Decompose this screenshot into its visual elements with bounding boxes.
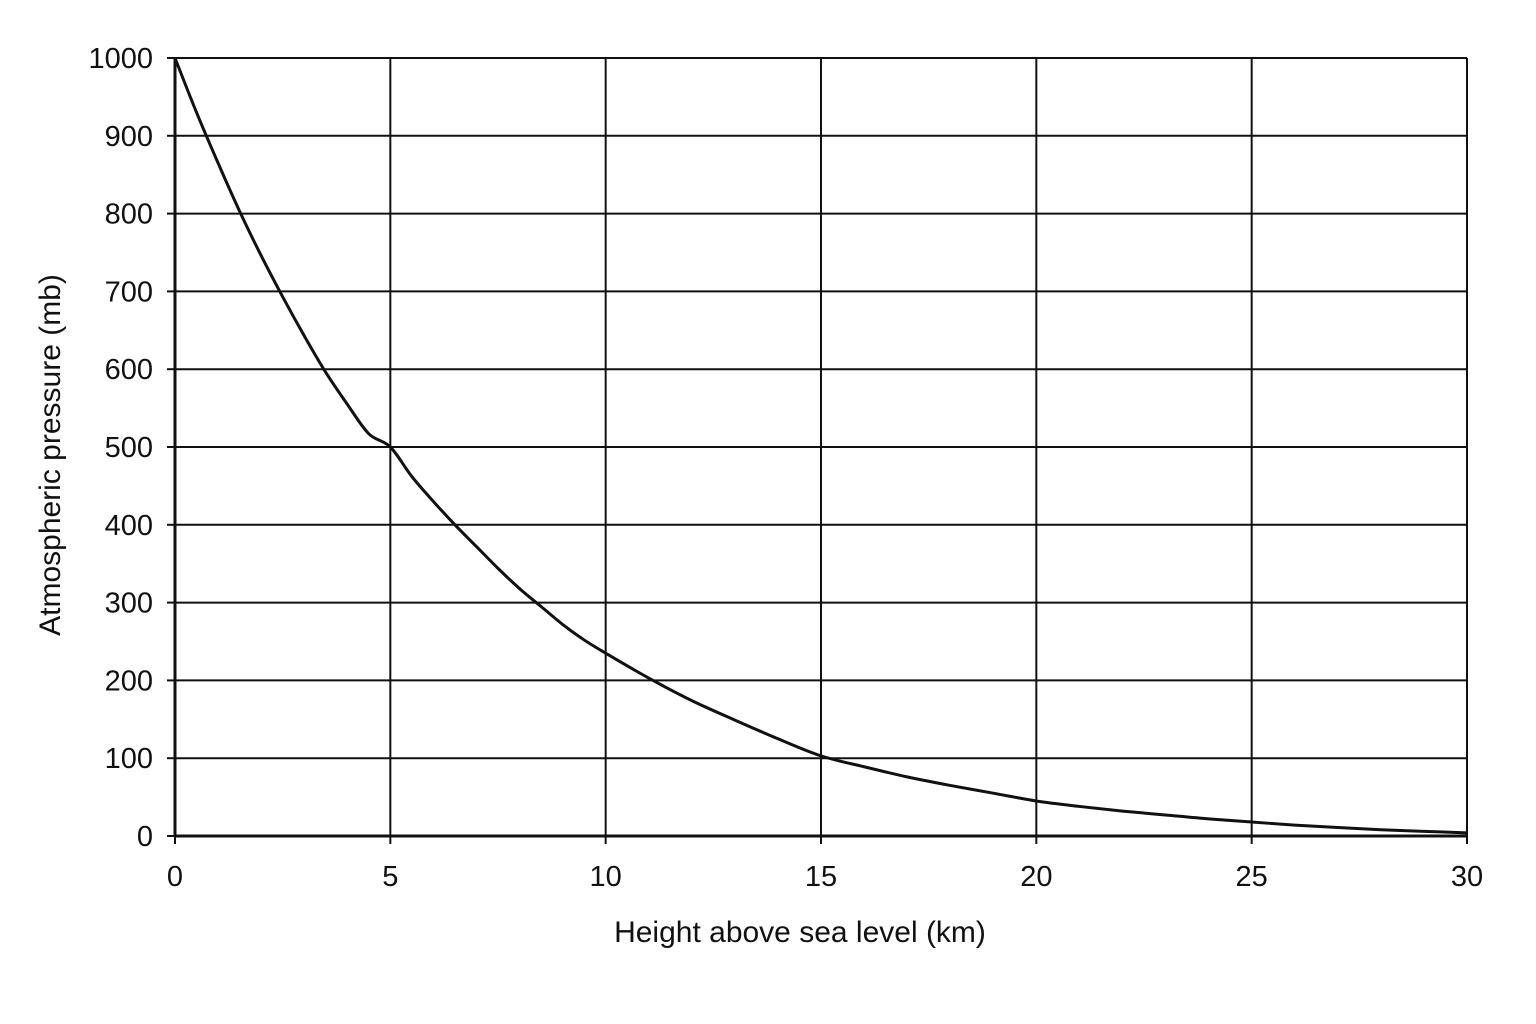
x-tick-label-4: 20 xyxy=(1020,861,1052,893)
y-axis-label: Atmospheric pressure (mb) xyxy=(34,274,67,636)
x-tick-label-2: 10 xyxy=(590,861,622,893)
y-tick-label-3: 300 xyxy=(105,588,153,620)
x-tick-label-1: 5 xyxy=(382,861,398,893)
x-tick-label-6: 30 xyxy=(1451,861,1483,893)
y-tick-label-4: 400 xyxy=(105,510,153,542)
x-axis-label: Height above sea level (km) xyxy=(614,916,986,949)
x-tick-label-5: 25 xyxy=(1236,861,1268,893)
y-tick-label-7: 700 xyxy=(105,276,153,308)
tick-labels: 0 5 10 15 20 25 300100200300400500600700800900… xyxy=(88,43,1483,893)
series-group xyxy=(173,57,1468,835)
axes xyxy=(167,57,1468,844)
y-tick-label-10: 1000 xyxy=(88,43,153,75)
y-tick-label-5: 500 xyxy=(105,432,153,464)
grid xyxy=(175,57,1468,836)
x-tick-label-3: 15 xyxy=(805,861,837,893)
y-tick-label-1: 100 xyxy=(105,743,153,775)
y-tick-label-0: 0 xyxy=(137,821,153,853)
y-tick-label-2: 200 xyxy=(105,665,153,697)
x-tick-label-0: 0 xyxy=(167,861,183,893)
y-tick-label-8: 800 xyxy=(105,199,153,231)
series-line-0 xyxy=(173,57,1468,835)
y-tick-label-6: 600 xyxy=(105,354,153,386)
y-tick-label-9: 900 xyxy=(105,121,153,153)
